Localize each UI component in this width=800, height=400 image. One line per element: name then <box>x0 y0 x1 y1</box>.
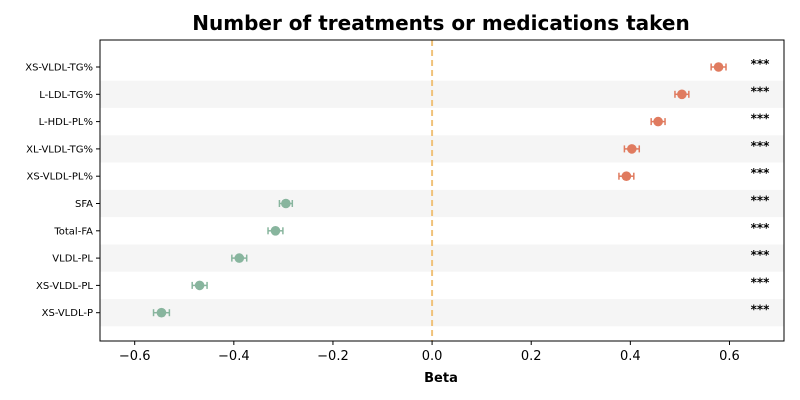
data-point <box>677 89 687 100</box>
significance-label: *** <box>751 166 771 180</box>
data-point <box>234 253 245 263</box>
significance-label: *** <box>751 57 771 71</box>
row-band <box>100 189 784 218</box>
x-axis-label: Beta <box>424 371 458 386</box>
y-tick-label: XS-VLDL-P <box>42 308 93 319</box>
significance-label: *** <box>751 139 771 153</box>
y-tick-label: Total-FA <box>53 226 93 237</box>
row-band <box>100 244 784 272</box>
data-point <box>270 226 281 236</box>
significance-labels: *** *** *** *** *** *** *** *** *** *** <box>751 57 771 317</box>
row-band <box>100 299 784 327</box>
data-point <box>713 62 724 72</box>
y-axis: XS-VLDL-TG% L-LDL-TG% L-HDL-PL% XL-VLDL-TG%… <box>25 63 100 319</box>
row-bands <box>100 80 784 327</box>
row-band <box>100 80 784 108</box>
significance-label: *** <box>751 248 771 262</box>
y-tick-label: VLDL-PL <box>52 254 93 265</box>
x-tick-label: −0.2 <box>317 349 349 364</box>
data-point <box>281 198 291 209</box>
data-point <box>653 116 663 127</box>
x-tick-label: 0.2 <box>521 349 542 364</box>
data-point <box>627 144 637 154</box>
plot-frame <box>99 39 785 342</box>
chart-title: Number of treatments or medications take… <box>192 11 689 35</box>
significance-label: *** <box>751 303 771 317</box>
y-tick-label: SFA <box>75 199 93 210</box>
y-tick-label: L-LDL-TG% <box>39 90 93 101</box>
significance-label: *** <box>751 84 771 98</box>
data-point <box>621 171 632 181</box>
data-point <box>194 280 205 291</box>
row-band <box>100 135 784 163</box>
x-tick-label: −0.6 <box>119 349 151 364</box>
data-point <box>156 307 167 318</box>
significance-label: *** <box>751 221 771 235</box>
x-tick-label: −0.4 <box>218 349 250 364</box>
data-marks <box>152 62 727 318</box>
significance-label: *** <box>751 194 771 208</box>
x-tick-label: 0.6 <box>719 349 740 364</box>
x-axis: −0.6 −0.4 −0.2 0.0 0.2 0.4 0.6 <box>119 341 740 364</box>
x-tick-label: 0.0 <box>422 349 443 364</box>
y-tick-label: L-HDL-PL% <box>39 117 93 128</box>
y-tick-label: XS-VLDL-PL% <box>27 172 93 183</box>
y-tick-label: XL-VLDL-TG% <box>26 144 93 155</box>
significance-label: *** <box>751 275 771 289</box>
significance-label: *** <box>751 112 771 126</box>
x-tick-label: 0.4 <box>620 349 641 364</box>
y-tick-label: XS-VLDL-TG% <box>25 63 93 74</box>
y-tick-label: XS-VLDL-PL <box>36 281 93 292</box>
